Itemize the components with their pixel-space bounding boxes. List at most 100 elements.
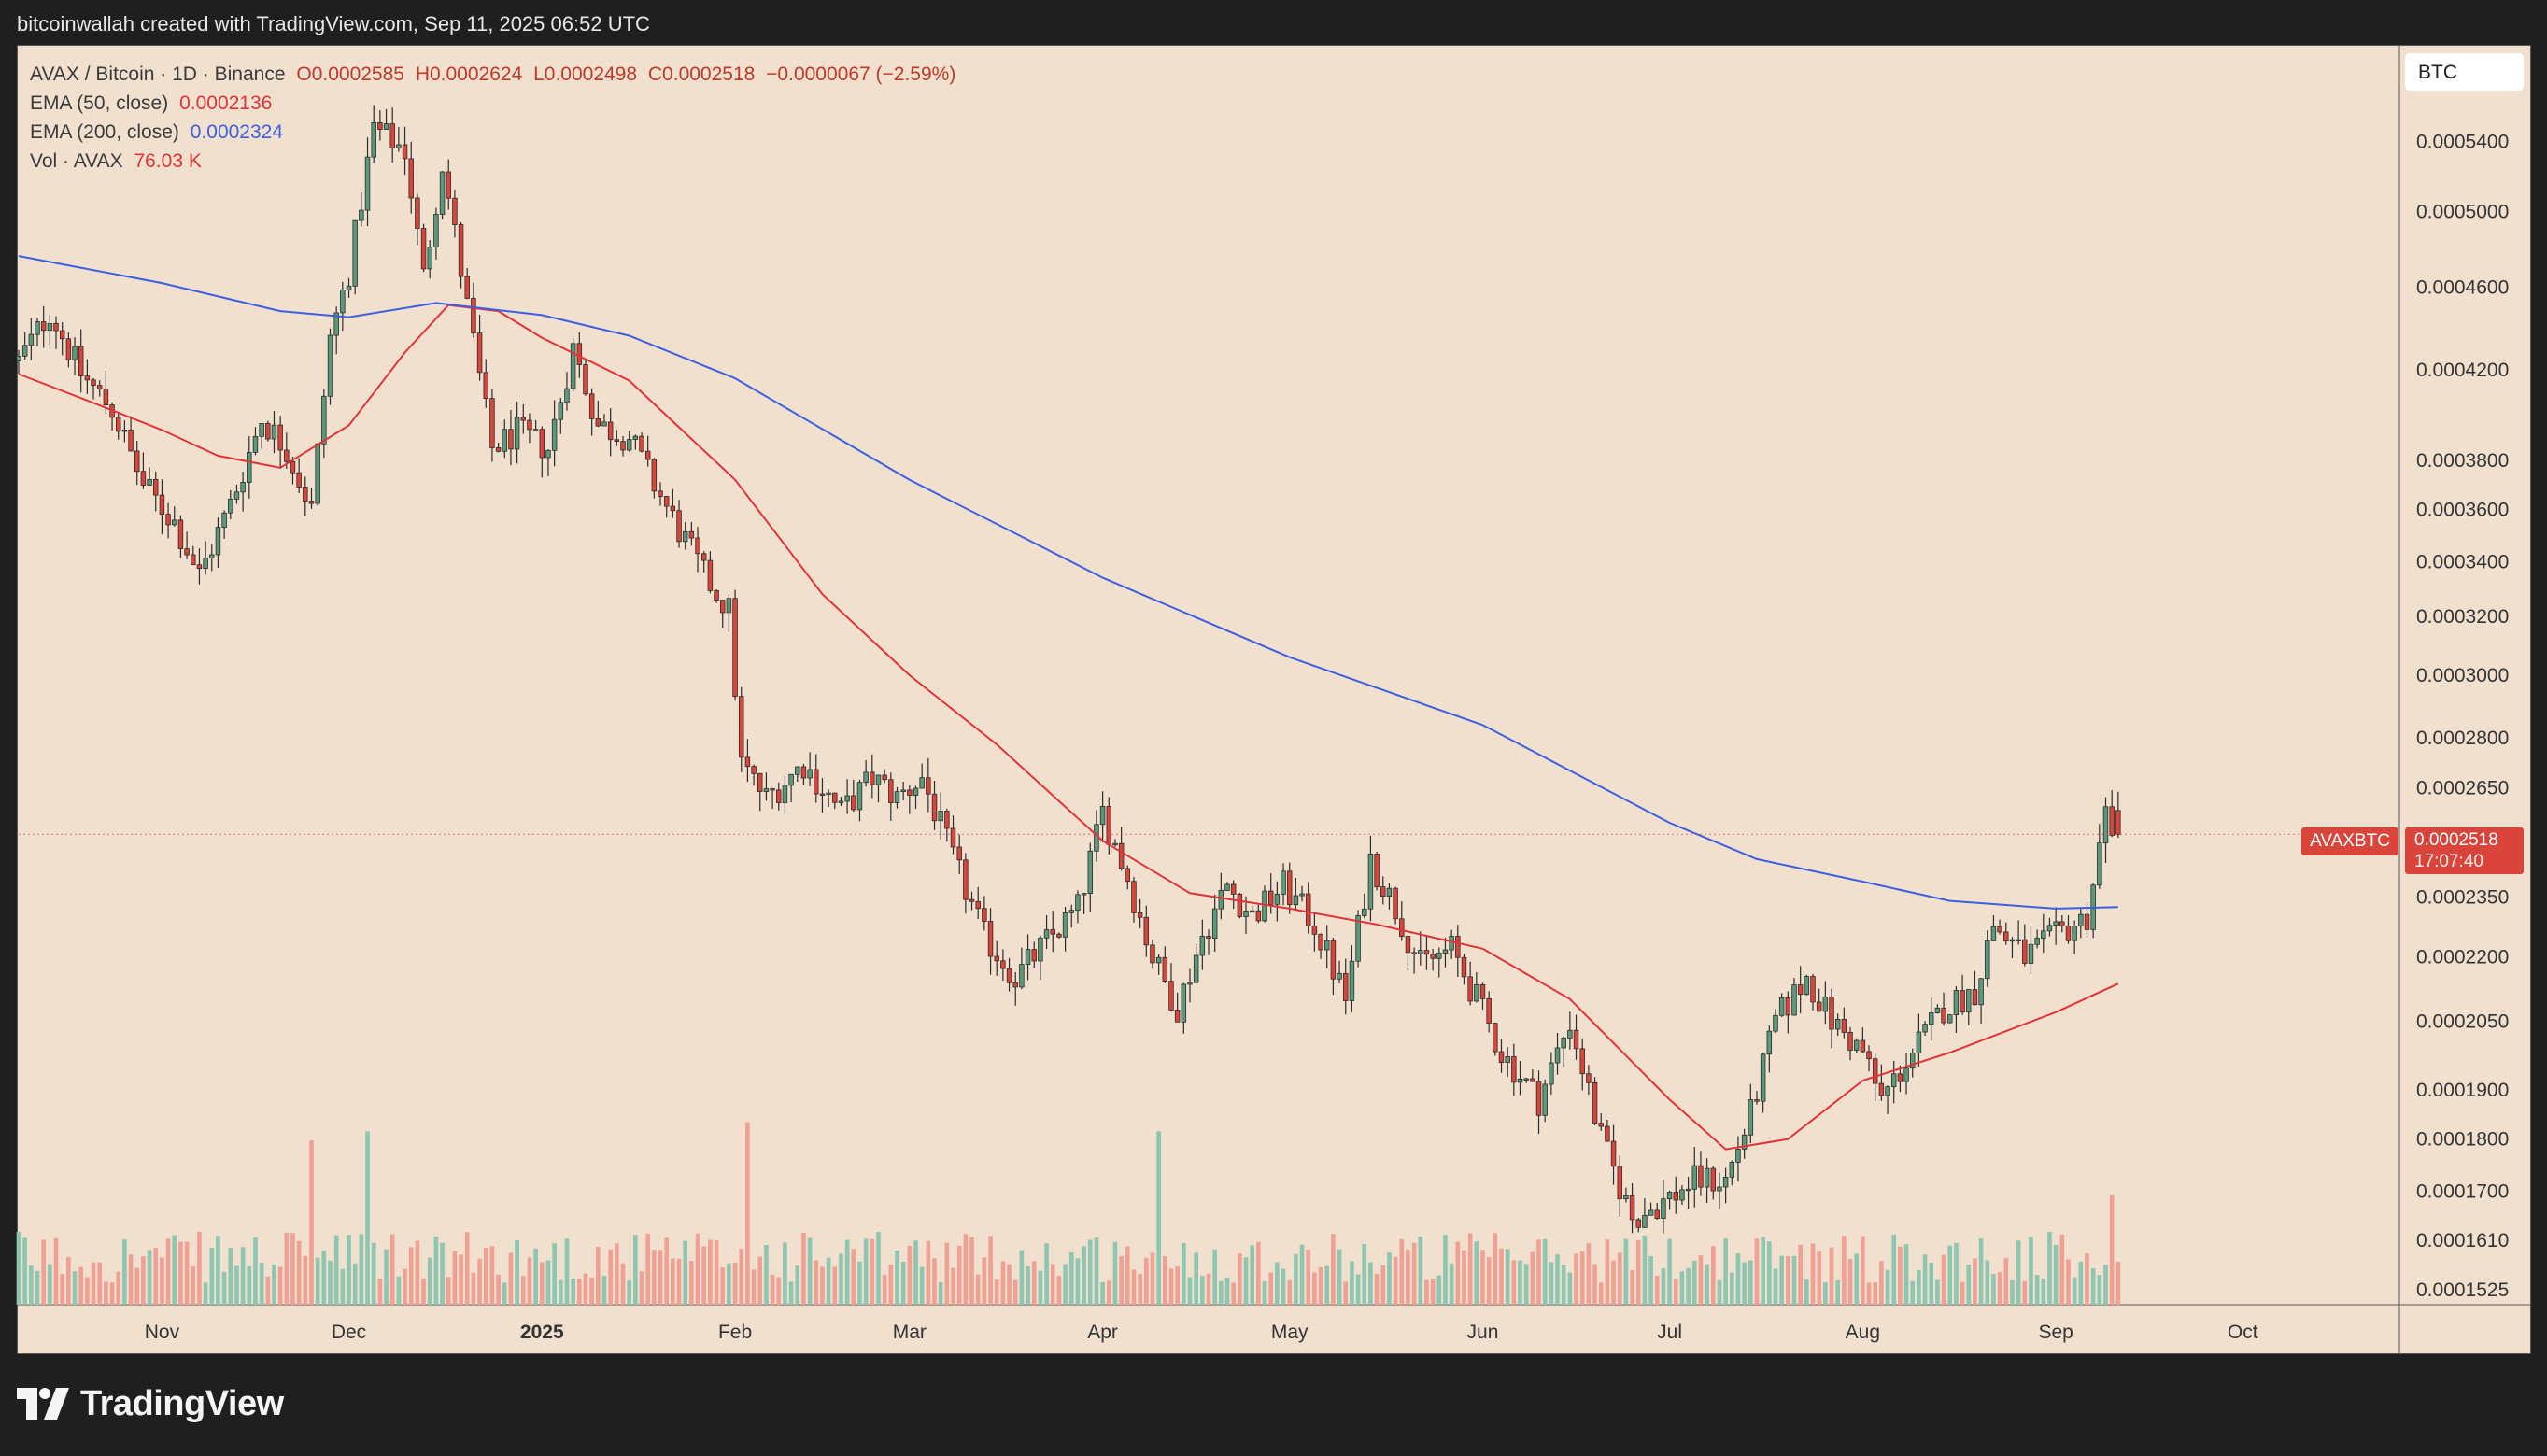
candle-body	[1722, 1177, 1729, 1188]
volume-bar	[1667, 1238, 1672, 1305]
volume-bar	[2016, 1240, 2021, 1305]
candle-body	[844, 795, 850, 802]
candle-body	[1442, 949, 1449, 954]
volume-bar	[240, 1247, 246, 1305]
currency-button[interactable]: BTC	[2405, 53, 2524, 91]
volume-bar	[1991, 1273, 1996, 1305]
volume-bar	[589, 1277, 594, 1305]
volume-bar	[2103, 1265, 2108, 1305]
volume-bar	[969, 1237, 974, 1305]
legend-symbol-row: AVAX / Bitcoin · 1D · Binance O0.0002585…	[30, 60, 955, 89]
candle-body	[1362, 908, 1367, 916]
volume-bar	[1238, 1253, 1242, 1305]
candle-body	[165, 514, 171, 526]
volume-bar	[1947, 1245, 1953, 1305]
candle-body	[252, 435, 259, 453]
volume-bar	[732, 1262, 738, 1305]
volume-bar	[197, 1231, 202, 1305]
candle-body	[888, 779, 894, 803]
candle-body	[1131, 881, 1137, 913]
volume-bar	[1138, 1273, 1142, 1305]
high-value: H0.0002624	[415, 64, 523, 85]
volume-bar	[994, 1279, 999, 1305]
y-tick-label: 0.0004600	[2416, 276, 2509, 298]
candle-body	[832, 792, 838, 803]
candle-body	[121, 430, 128, 432]
volume-bar	[764, 1244, 769, 1305]
volume-bar	[2109, 1194, 2115, 1305]
candle-body	[308, 501, 315, 504]
volume-bar	[863, 1238, 869, 1305]
volume-bar	[48, 1264, 52, 1305]
volume-bar	[1686, 1267, 1691, 1305]
volume-bar	[1219, 1280, 1224, 1305]
candle-body	[1474, 983, 1479, 1002]
candle-body	[1224, 883, 1230, 891]
volume-bar	[539, 1262, 545, 1305]
candle-body	[1661, 1198, 1666, 1219]
volume-bar	[2078, 1261, 2084, 1305]
candle-body	[1511, 1055, 1517, 1083]
candle-body	[1648, 1209, 1654, 1216]
candle-body	[1635, 1219, 1641, 1228]
candle-body	[134, 450, 140, 473]
volume-bar	[508, 1252, 514, 1305]
candle-body	[508, 429, 514, 450]
volume-bar	[1187, 1277, 1193, 1305]
symbol-label[interactable]: AVAX / Bitcoin · 1D · Binance	[30, 64, 286, 85]
candle-body	[1075, 894, 1081, 912]
candle-body	[994, 955, 999, 962]
volume-bar	[1941, 1254, 1946, 1305]
volume-bar	[888, 1265, 894, 1305]
candle-body	[439, 171, 446, 215]
legend-volume-row[interactable]: Vol · AVAX 76.03 K	[30, 147, 955, 176]
volume-bar	[982, 1257, 987, 1305]
candle-body	[1343, 972, 1349, 1001]
volume-bar	[851, 1249, 856, 1305]
volume-bar	[2010, 1279, 2015, 1305]
volume-bar	[272, 1265, 276, 1305]
volume-bar	[1617, 1252, 1622, 1305]
candle-body	[140, 471, 147, 486]
volume-bar	[727, 1263, 731, 1305]
candle-body	[221, 512, 227, 529]
candle-body	[65, 338, 72, 360]
volume-bar	[814, 1260, 819, 1305]
candle-body	[1717, 1186, 1722, 1192]
volume-bar	[788, 1281, 794, 1305]
candle-body	[1966, 989, 1972, 1013]
volume-bar	[1474, 1241, 1479, 1305]
legend-ema50-row[interactable]: EMA (50, close) 0.0002136	[30, 89, 955, 118]
candle-body	[427, 246, 432, 270]
candle-body	[415, 197, 420, 229]
volume-bar	[377, 1278, 383, 1305]
volume-bar	[745, 1122, 750, 1305]
candle-body	[987, 921, 994, 957]
volume-bar	[1449, 1263, 1454, 1305]
candle-body	[1878, 1082, 1885, 1096]
candle-body	[1318, 933, 1323, 951]
candle-body	[1206, 936, 1211, 939]
candle-body	[632, 435, 639, 440]
volume-bar	[1275, 1262, 1280, 1305]
volume-bar	[1574, 1253, 1578, 1305]
chart-pane[interactable]	[17, 45, 2531, 1354]
volume-bar	[1031, 1261, 1037, 1305]
volume-bar	[907, 1245, 913, 1305]
legend-ema200-row[interactable]: EMA (200, close) 0.0002324	[30, 118, 955, 147]
candle-body	[1455, 936, 1461, 958]
volume-bar	[919, 1266, 925, 1305]
volume-bar	[471, 1272, 476, 1305]
volume-bar	[639, 1271, 644, 1305]
y-tick-label: 0.0002800	[2416, 728, 2509, 749]
candle-body	[1804, 976, 1810, 996]
candle-body	[819, 793, 826, 796]
candle-body	[396, 144, 402, 148]
candle-body	[532, 429, 539, 431]
volume-bar	[427, 1257, 432, 1305]
tradingview-logo[interactable]: TradingView	[17, 1380, 284, 1427]
candle-body	[1237, 893, 1243, 917]
candle-body	[383, 123, 389, 130]
candle-body	[1623, 1194, 1629, 1200]
